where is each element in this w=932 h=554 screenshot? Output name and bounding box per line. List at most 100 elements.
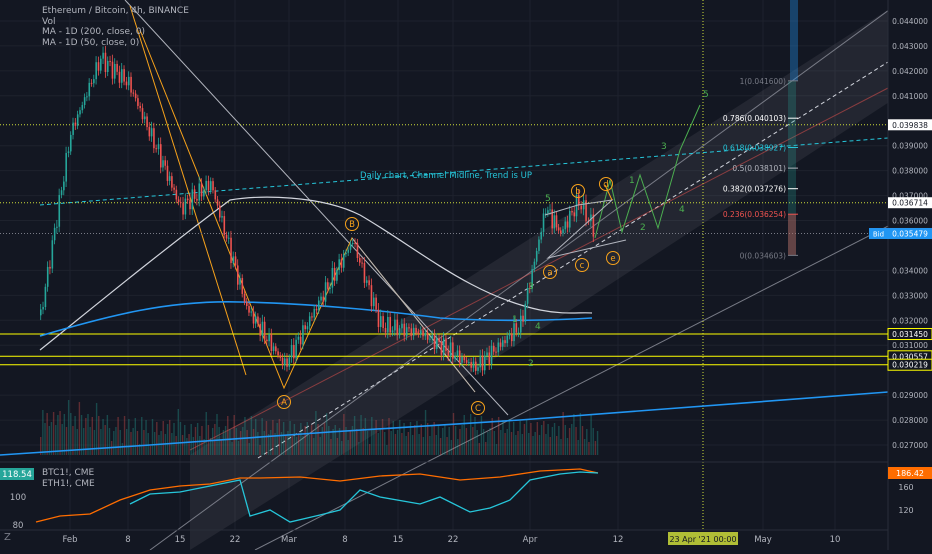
- x-tick-label: Mar: [281, 535, 298, 545]
- candle-body: [366, 280, 368, 283]
- volume-bar: [205, 412, 207, 455]
- wave-label-a-circle: [543, 265, 557, 279]
- volume-bar: [250, 416, 253, 455]
- candle-body: [70, 134, 72, 152]
- fib-level-label: 0.786(0.040103): [723, 114, 786, 123]
- candle-body: [281, 357, 284, 366]
- candle-body: [95, 62, 97, 80]
- candle-body: [86, 96, 88, 98]
- candle-body: [164, 160, 167, 166]
- volume-bar: [553, 423, 556, 455]
- volume-bar: [115, 427, 117, 455]
- x-tick-label: 15: [393, 535, 404, 545]
- candle-body: [555, 215, 558, 228]
- volume-bar: [55, 425, 57, 455]
- candle-body: [320, 296, 322, 301]
- volume-bar: [429, 436, 431, 455]
- price-tag: Bid: [873, 231, 884, 239]
- volume-bar: [132, 428, 134, 455]
- volume-bar: [270, 430, 272, 455]
- candle-body: [286, 358, 288, 367]
- eth-series-line: [129, 471, 599, 523]
- volume-bar: [396, 430, 399, 455]
- candle-body: [44, 286, 47, 307]
- volume-bar: [325, 413, 328, 455]
- candle-body: [502, 340, 504, 347]
- volume-bar: [388, 418, 390, 455]
- volume-bar: [104, 425, 106, 455]
- candle-body: [132, 92, 135, 94]
- fibonacci: 1(0.041600) 0.786(0.040103) 0.618(0.038927…: [723, 0, 798, 260]
- volume-bar: [422, 437, 425, 455]
- volume-bar: [431, 426, 433, 455]
- candle-body: [189, 200, 191, 210]
- candle-body: [522, 315, 524, 322]
- volume-bar: [497, 417, 500, 455]
- fib-level-label: 0(0.034603): [740, 251, 786, 260]
- candle-body: [535, 250, 538, 262]
- volume-bar: [265, 421, 268, 455]
- candle-body: [352, 242, 354, 244]
- candle-body: [162, 160, 164, 168]
- candle-body: [452, 342, 454, 359]
- candle-body: [311, 316, 313, 318]
- volume-bar: [467, 441, 470, 455]
- candle-body: [284, 358, 286, 366]
- volume-bar: [313, 438, 315, 455]
- volume-bar: [504, 433, 506, 455]
- candle-body: [150, 128, 153, 137]
- volume-bar: [278, 419, 281, 455]
- volume-bar: [233, 415, 235, 455]
- candle-body: [216, 199, 219, 206]
- volume-bar: [360, 415, 362, 455]
- volume-bar: [433, 422, 435, 455]
- volume-bar: [373, 430, 375, 455]
- projection-path: [594, 104, 701, 239]
- candle-body: [171, 176, 173, 188]
- volume-bar: [435, 435, 437, 455]
- volume-bar: [184, 425, 186, 455]
- candle-body: [493, 345, 495, 352]
- candle-body: [299, 336, 302, 345]
- volume-bar: [463, 415, 465, 455]
- candle-body: [168, 176, 171, 181]
- candle-body: [223, 216, 226, 235]
- volume-bar: [510, 432, 513, 455]
- candle-body: [477, 367, 479, 371]
- wave-label-b: b: [575, 187, 580, 197]
- candle-body: [207, 180, 210, 191]
- price-badge: 0.030219: [892, 361, 928, 370]
- candle-body: [83, 97, 86, 105]
- channel-annotation: Daily chart, Channel Midline, Trend is U…: [360, 171, 532, 181]
- volume-bar: [491, 418, 493, 455]
- candle-body: [495, 351, 497, 353]
- volume-bar: [362, 428, 364, 455]
- volume-bar: [513, 422, 515, 455]
- price-badge-bg: [888, 228, 932, 240]
- volume-bar: [80, 415, 83, 455]
- candle-body: [293, 345, 295, 359]
- candle-body: [490, 345, 493, 365]
- price-badge: 0.036714: [892, 199, 928, 208]
- volume-bar: [517, 431, 519, 455]
- candle-body: [426, 333, 429, 340]
- volume-bar: [98, 416, 100, 455]
- candle-body: [270, 334, 273, 352]
- volume-bar: [119, 430, 121, 455]
- volume-bar: [203, 439, 205, 455]
- candle-body: [515, 323, 518, 333]
- volume-bar: [72, 426, 74, 455]
- candle-body: [497, 342, 500, 353]
- volume-bar: [575, 427, 577, 455]
- candle-body: [184, 198, 187, 215]
- volume-bar: [470, 414, 472, 455]
- volume-bar: [500, 430, 502, 455]
- candle-body: [529, 288, 531, 290]
- right-badge: 186.42: [896, 469, 924, 478]
- volume-bar: [192, 437, 195, 455]
- volume-bar: [93, 430, 96, 455]
- volume-bar: [293, 424, 296, 455]
- candle-body: [517, 332, 520, 334]
